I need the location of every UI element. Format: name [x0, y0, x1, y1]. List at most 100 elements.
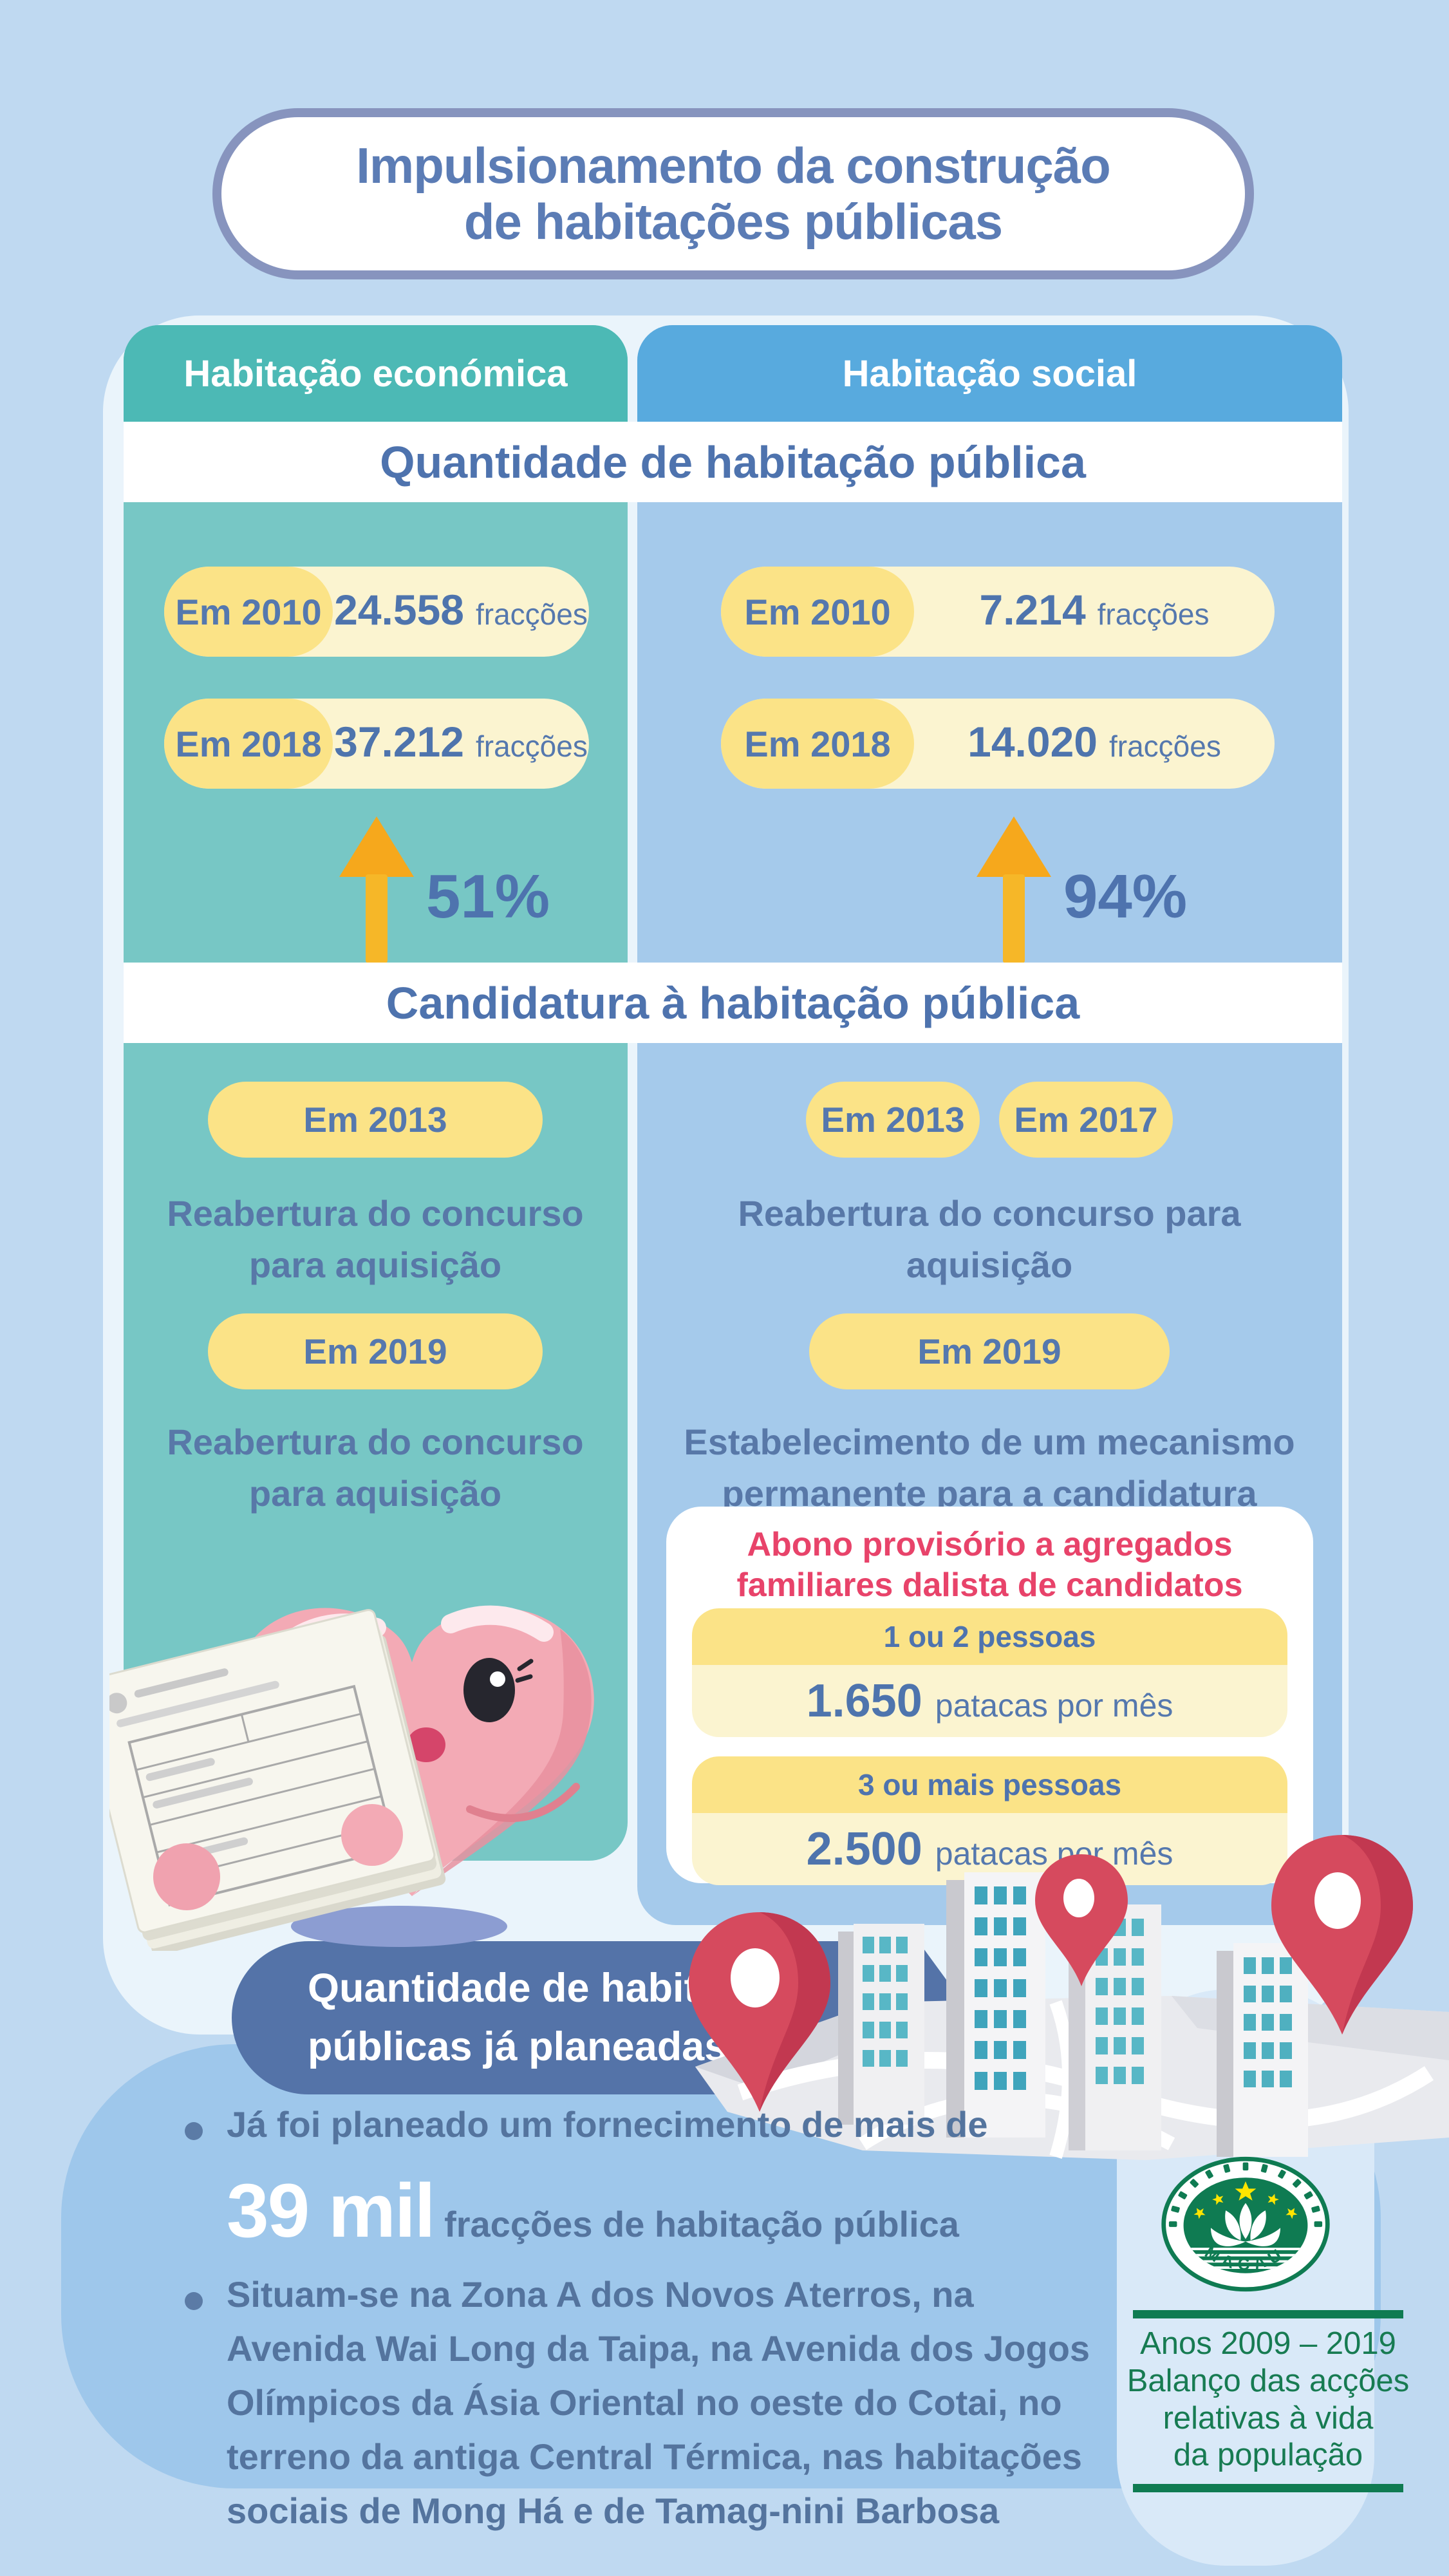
allowance-amount-number: 2.500 [806, 1823, 922, 1875]
growth-percent-social: 94% [1063, 862, 1188, 931]
year-pill-eco-2019: Em 2019 [208, 1313, 543, 1389]
stat-number: 24.558 [334, 586, 464, 634]
stat-pill-soc-2010: Em 2010 7.214 fracções [721, 567, 1275, 657]
growth-arrow-icon [339, 816, 414, 963]
footer-rule-bottom [1133, 2484, 1403, 2492]
year-badge: Em 2010 [164, 567, 333, 657]
event-description-soc-2013: Reabertura do concurso para aquisição [738, 1193, 1241, 1285]
page-title-line1: Impulsionamento da construção [356, 136, 1111, 194]
building [838, 1924, 924, 2125]
footer-line2: Balanço das acções [1126, 2363, 1410, 2398]
page-title: Impulsionamento da construção de habitaç… [212, 108, 1254, 279]
eye [463, 1658, 515, 1722]
allowance-household-label: 3 ou mais pessoas [857, 1768, 1122, 1801]
section-candidatura-heading: Candidatura à habitação pública [124, 963, 1342, 1043]
stat-value: 7.214 fracções [914, 585, 1275, 638]
year-badge-label: Em 2010 [175, 591, 322, 632]
allowance-card: Abono provisório a agregados familiares … [666, 1507, 1313, 1885]
map-pin-icon [689, 1912, 830, 2112]
bullet1-lead: Já foi planeado um fornecimento de mais … [227, 2104, 988, 2145]
year-badge: Em 2010 [721, 567, 914, 657]
planned-bullet-2: Situam-se na Zona A dos Novos Aterros, n… [227, 2274, 1090, 2531]
eye-glint [490, 1671, 505, 1687]
mascot-shadow [291, 1906, 507, 1947]
map-pin-icon [1035, 1854, 1128, 1986]
allowance-amount-unit: patacas por mês [935, 1688, 1173, 1724]
stat-number: 37.212 [334, 718, 464, 766]
mouth [407, 1727, 445, 1762]
city-map-illustration [689, 1835, 1449, 2160]
stat-pill-eco-2018: Em 2018 37.212 fracções [164, 699, 589, 789]
allowance-title-line2: familiares dalista de candidatos [736, 1566, 1243, 1604]
section-quantidade-heading-text: Quantidade de habitação pública [380, 437, 1086, 487]
map-pin-icon [1271, 1835, 1413, 2035]
stat-number: 14.020 [968, 718, 1098, 766]
bullet-dot [185, 2122, 203, 2140]
heart-shading [412, 1629, 592, 1896]
heart-highlight [441, 1605, 554, 1642]
allowance-household: 1 ou 2 pessoas [692, 1608, 1287, 1665]
planned-bullet-1: Já foi planeado um fornecimento de mais … [227, 2098, 1096, 2268]
header-social: Habitação social [637, 325, 1342, 422]
eyelash [515, 1659, 534, 1683]
header-economica-label: Habitação económica [183, 352, 568, 395]
stat-pill-eco-2010: Em 2010 24.558 fracções [164, 567, 589, 657]
growth-arrow-icon [977, 816, 1051, 963]
emblem-lotus [1191, 2203, 1300, 2269]
year-badge-label: Em 2018 [744, 723, 891, 764]
year-pill-label: Em 2019 [917, 1331, 1061, 1371]
mascot-hand [153, 1843, 220, 1910]
stat-unit: fracções [476, 597, 588, 631]
form-line [117, 1680, 279, 1727]
footer-rule-top [1133, 2310, 1403, 2318]
allowance-title-line1: Abono provisório a agregados [747, 1526, 1233, 1563]
allowance-tier-1: 1 ou 2 pessoas 1.650 patacas por mês [692, 1608, 1287, 1737]
smile-line [466, 1783, 580, 1822]
allowance-household-label: 1 ou 2 pessoas [883, 1620, 1096, 1653]
banner-line2: públicas já planeadas [308, 2024, 727, 2069]
stat-unit: fracções [1097, 597, 1210, 631]
bullet-dot [185, 2292, 203, 2310]
stat-pill-soc-2018: Em 2018 14.020 fracções [721, 699, 1275, 789]
section-quantidade-heading: Quantidade de habitação pública [124, 422, 1342, 502]
event-description-eco-2019: Reabertura do concurso para aquisição [167, 1422, 584, 1514]
year-pill-soc-2019: Em 2019 [809, 1313, 1170, 1389]
footer-caption: Anos 2009 – 2019 Balanço das acções rela… [1120, 2326, 1416, 2474]
building [1217, 1943, 1308, 2157]
footer-line3: relativas à vida [1163, 2400, 1374, 2436]
allowance-amount-number: 1.650 [806, 1675, 922, 1727]
year-badge: Em 2018 [721, 699, 914, 789]
stat-unit: fracções [476, 729, 588, 763]
year-pill-soc-2013: Em 2013 [806, 1082, 980, 1158]
section-candidatura-heading-text: Candidatura à habitação pública [386, 977, 1080, 1028]
mascot-hand [341, 1804, 403, 1866]
bullet1-tail: fracções de habitação pública [444, 2204, 959, 2244]
heart-mascot-illustration [109, 1605, 594, 1951]
allowance-card-title: Abono provisório a agregados familiares … [666, 1525, 1313, 1606]
year-pill-label: Em 2013 [303, 1100, 447, 1140]
stat-value: 14.020 fracções [914, 717, 1275, 770]
stat-number: 7.214 [979, 586, 1086, 634]
building [946, 1872, 1045, 2138]
emblem-stars [1193, 2181, 1298, 2219]
footer-line1: Anos 2009 – 2019 [1140, 2326, 1396, 2361]
bullet1-big-number: 39 mil [227, 2168, 436, 2253]
year-badge-label: Em 2010 [744, 591, 891, 632]
year-pill-eco-2013: Em 2013 [208, 1082, 543, 1158]
allowance-household: 3 ou mais pessoas [692, 1756, 1287, 1813]
year-pill-label: Em 2013 [821, 1100, 965, 1140]
event-description-soc-2019: Estabelecimento de um mecanismo permanen… [684, 1422, 1295, 1514]
page-title-line2: de habitações públicas [463, 193, 1003, 250]
stat-unit: fracções [1109, 729, 1221, 763]
year-pill-soc-2017: Em 2017 [999, 1082, 1173, 1158]
form-line [134, 1668, 229, 1698]
form-logo-dot [109, 1693, 127, 1714]
year-pill-label: Em 2017 [1014, 1100, 1158, 1140]
year-pill-label: Em 2019 [303, 1331, 447, 1371]
footer-line4: da população [1173, 2438, 1363, 2473]
year-badge-label: Em 2018 [175, 723, 322, 764]
allowance-amount: 1.650 patacas por mês [692, 1665, 1287, 1737]
emblem-ring-text-marks [1168, 2162, 1323, 2227]
macau-emblem: MACAU [1161, 2156, 1330, 2292]
